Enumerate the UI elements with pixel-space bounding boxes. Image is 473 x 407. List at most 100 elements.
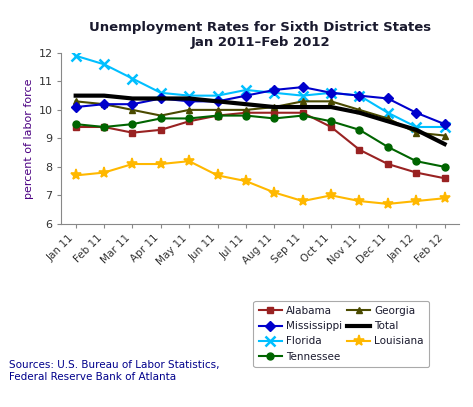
Mississippi bbox=[73, 105, 79, 109]
Tennessee bbox=[300, 113, 306, 118]
Georgia bbox=[243, 107, 249, 112]
Florida bbox=[158, 90, 164, 95]
Georgia bbox=[272, 105, 277, 109]
Total bbox=[442, 142, 447, 147]
Florida bbox=[442, 125, 447, 129]
Alabama bbox=[130, 130, 135, 135]
Georgia bbox=[186, 107, 192, 112]
Louisiana bbox=[272, 190, 277, 195]
Tennessee bbox=[186, 116, 192, 121]
Mississippi bbox=[413, 110, 419, 115]
Line: Florida: Florida bbox=[71, 51, 449, 132]
Mississippi bbox=[385, 96, 391, 101]
Total bbox=[101, 93, 107, 98]
Louisiana bbox=[328, 193, 334, 198]
Florida bbox=[385, 110, 391, 115]
Alabama bbox=[413, 170, 419, 175]
Mississippi bbox=[357, 93, 362, 98]
Florida bbox=[215, 93, 220, 98]
Text: Sources: U.S. Bureau of Labor Statistics,
Federal Reserve Bank of Atlanta: Sources: U.S. Bureau of Labor Statistics… bbox=[9, 360, 220, 382]
Mississippi bbox=[300, 85, 306, 90]
Georgia bbox=[328, 99, 334, 104]
Louisiana bbox=[73, 173, 79, 178]
Georgia bbox=[73, 99, 79, 104]
Alabama bbox=[385, 162, 391, 166]
Mississippi bbox=[215, 99, 220, 104]
Alabama bbox=[158, 127, 164, 132]
Alabama bbox=[328, 125, 334, 129]
Mississippi bbox=[158, 96, 164, 101]
Total bbox=[158, 96, 164, 101]
Total bbox=[186, 96, 192, 101]
Louisiana bbox=[442, 196, 447, 201]
Tennessee bbox=[442, 164, 447, 169]
Line: Total: Total bbox=[76, 96, 445, 144]
Total bbox=[385, 119, 391, 124]
Georgia bbox=[215, 107, 220, 112]
Mississippi bbox=[243, 93, 249, 98]
Florida bbox=[300, 93, 306, 98]
Alabama bbox=[243, 110, 249, 115]
Total bbox=[73, 93, 79, 98]
Line: Tennessee: Tennessee bbox=[72, 112, 448, 171]
Georgia bbox=[357, 107, 362, 112]
Florida bbox=[130, 76, 135, 81]
Total bbox=[130, 96, 135, 101]
Line: Georgia: Georgia bbox=[72, 98, 448, 139]
Louisiana bbox=[186, 159, 192, 164]
Louisiana bbox=[413, 199, 419, 204]
Alabama bbox=[101, 125, 107, 129]
Tennessee bbox=[272, 116, 277, 121]
Mississippi bbox=[130, 102, 135, 107]
Line: Mississippi: Mississippi bbox=[72, 83, 448, 128]
Tennessee bbox=[158, 116, 164, 121]
Legend: Alabama, Mississippi, Florida, Tennessee, Georgia, Total, Louisiana: Alabama, Mississippi, Florida, Tennessee… bbox=[254, 301, 429, 367]
Alabama bbox=[73, 125, 79, 129]
Alabama bbox=[186, 119, 192, 124]
Mississippi bbox=[442, 122, 447, 127]
Georgia bbox=[300, 99, 306, 104]
Total bbox=[215, 99, 220, 104]
Title: Unemployment Rates for Sixth District States
Jan 2011–Feb 2012: Unemployment Rates for Sixth District St… bbox=[89, 21, 431, 49]
Alabama bbox=[442, 176, 447, 181]
Louisiana bbox=[357, 199, 362, 204]
Florida bbox=[243, 88, 249, 92]
Alabama bbox=[357, 147, 362, 152]
Louisiana bbox=[158, 162, 164, 166]
Georgia bbox=[385, 116, 391, 121]
Louisiana bbox=[243, 179, 249, 184]
Tennessee bbox=[413, 159, 419, 164]
Tennessee bbox=[328, 119, 334, 124]
Tennessee bbox=[101, 125, 107, 129]
Alabama bbox=[300, 110, 306, 115]
Total bbox=[243, 102, 249, 107]
Tennessee bbox=[357, 127, 362, 132]
Louisiana bbox=[385, 201, 391, 206]
Florida bbox=[328, 90, 334, 95]
Tennessee bbox=[73, 122, 79, 127]
Florida bbox=[73, 53, 79, 58]
Georgia bbox=[158, 113, 164, 118]
Tennessee bbox=[130, 122, 135, 127]
Alabama bbox=[272, 110, 277, 115]
Mississippi bbox=[186, 99, 192, 104]
Tennessee bbox=[385, 144, 391, 149]
Alabama bbox=[215, 113, 220, 118]
Georgia bbox=[101, 102, 107, 107]
Total bbox=[272, 105, 277, 109]
Georgia bbox=[413, 130, 419, 135]
Tennessee bbox=[243, 113, 249, 118]
Total bbox=[328, 105, 334, 109]
Total bbox=[357, 110, 362, 115]
Louisiana bbox=[300, 199, 306, 204]
Florida bbox=[272, 90, 277, 95]
Mississippi bbox=[328, 90, 334, 95]
Florida bbox=[186, 93, 192, 98]
Total bbox=[300, 105, 306, 109]
Mississippi bbox=[272, 88, 277, 92]
Louisiana bbox=[215, 173, 220, 178]
Line: Louisiana: Louisiana bbox=[70, 155, 450, 210]
Louisiana bbox=[130, 162, 135, 166]
Mississippi bbox=[101, 102, 107, 107]
Tennessee bbox=[215, 113, 220, 118]
